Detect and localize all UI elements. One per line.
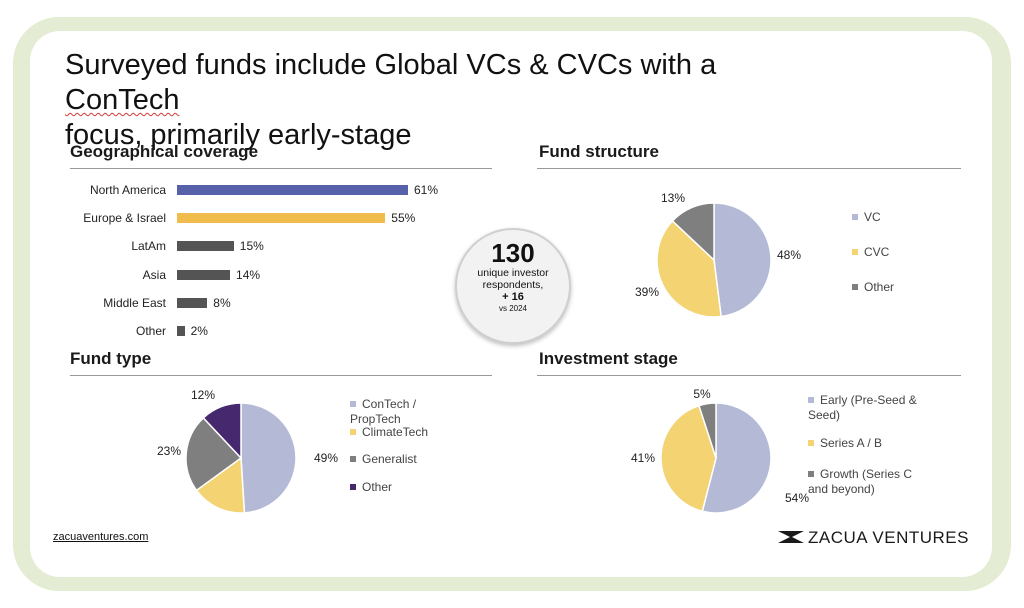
bar-value-label: 14%	[236, 267, 261, 282]
legend-item: ConTech / PropTech	[350, 397, 470, 427]
legend-swatch	[350, 428, 356, 435]
bar	[177, 185, 408, 195]
legend-swatch	[808, 470, 814, 477]
legend-swatch	[350, 455, 356, 462]
bar	[177, 241, 234, 252]
slide: Surveyed funds include Global VCs & CVCs…	[30, 31, 992, 577]
legend-label: ConTech / PropTech	[350, 397, 417, 426]
bar-value-label: 8%	[213, 295, 231, 310]
pie-value-label: 39%	[635, 285, 659, 299]
structure-section-title: Fund structure	[539, 142, 659, 161]
stage-pie-chart: 54% 41% 5%	[631, 387, 809, 514]
legend-label: Other	[864, 280, 895, 294]
structure-divider	[537, 168, 961, 169]
pie-value-label: 23%	[157, 444, 181, 458]
fund-type-divider	[70, 375, 492, 376]
pie-slice	[671, 202, 715, 262]
respondents-count: 130	[491, 238, 535, 268]
bar	[177, 326, 185, 336]
respondents-stat: 130 unique investor respondents, + 16 vs…	[455, 228, 571, 344]
bar-value-label: 15%	[239, 239, 264, 254]
pie-slice	[240, 402, 297, 514]
bar	[177, 297, 208, 308]
legend-swatch	[852, 283, 858, 290]
legend-label: CVC	[864, 245, 890, 259]
pie-slice	[656, 219, 722, 318]
legend-item: Generalist	[350, 452, 470, 467]
pie-slice	[195, 456, 246, 514]
legend-swatch	[852, 248, 858, 255]
fund-type-section-title: Fund type	[70, 349, 152, 368]
slide-title: Surveyed funds include Global VCs & CVCs…	[65, 48, 925, 153]
legend-item: Other	[350, 480, 470, 495]
geo-divider	[70, 168, 492, 169]
legend-label: ClimateTech	[362, 425, 429, 439]
pie-value-label: 54%	[785, 491, 809, 505]
pie-value-label: 12%	[191, 388, 215, 402]
legend-item: Early (Pre-Seed & Seed)	[808, 393, 928, 423]
legend-label: VC	[864, 210, 881, 224]
legend-label: Early (Pre-Seed & Seed)	[808, 393, 917, 422]
pie-value-label: 13%	[661, 191, 685, 205]
bar-value-label: 61%	[414, 183, 439, 197]
bar-category-label: North America	[89, 183, 166, 197]
legend-label: Series A / B	[820, 436, 883, 450]
legend-swatch	[350, 483, 356, 490]
website-link[interactable]: zacuaventures.com	[53, 531, 149, 543]
legend-swatch	[852, 213, 858, 220]
title-line-2: focus, primarily early-stage	[65, 119, 412, 151]
pie-slice	[202, 402, 242, 460]
brand-name: ZACUA VENTURES	[808, 528, 969, 547]
pie-slice	[701, 402, 772, 514]
pie-slice	[713, 202, 772, 318]
title-spellcheck-word: ConTech	[65, 84, 180, 116]
pie-slice	[698, 402, 717, 459]
structure-pie-chart: 48% 39% 13%	[635, 191, 801, 318]
title-line-1: Surveyed funds include Global VCs & CVCs…	[65, 49, 717, 81]
bar-category-label: LatAm	[131, 239, 166, 254]
fund-type-pie-chart: 49%16%23%12%	[157, 388, 338, 514]
legend-swatch	[808, 439, 814, 446]
bar	[177, 213, 386, 224]
legend-label: Generalist	[362, 452, 417, 466]
legend-item: Growth (Series C and beyond)	[808, 467, 928, 497]
pie-slice	[185, 416, 243, 492]
stage-section-title: Investment stage	[539, 349, 678, 368]
legend-swatch	[808, 396, 814, 403]
pie-value-label: 49%	[314, 451, 338, 465]
bar-category-label: Asia	[142, 267, 166, 282]
respondents-line-1: unique investor	[477, 267, 549, 279]
respondents-line-2: respondents,	[482, 279, 544, 291]
pie-value-label: 5%	[693, 387, 711, 401]
pie-slice	[660, 404, 717, 513]
bar-value-label: 55%	[391, 211, 416, 226]
legend-item: Other	[852, 280, 972, 295]
respondents-delta: + 16	[502, 291, 524, 303]
bar-value-label: 2%	[190, 324, 208, 338]
brand-logo: ZACUA VENTURES	[778, 527, 968, 549]
bar-category-label: Middle East	[103, 295, 166, 310]
pie-value-label: 48%	[777, 248, 801, 262]
geo-section-title: Geographical coverage	[70, 142, 259, 161]
legend-item: Series A / B	[808, 436, 928, 451]
bar-category-label: Europe & Israel	[83, 211, 166, 226]
pie-value-label: 41%	[631, 451, 655, 465]
legend-item: CVC	[852, 245, 972, 260]
zacua-logo-icon	[778, 531, 804, 543]
geo-bar-chart: North America 61% Europe & Israel 55% LatAm 1…	[30, 31, 510, 361]
legend-item: VC	[852, 210, 972, 225]
stage-divider	[537, 375, 961, 376]
legend-swatch	[350, 400, 356, 407]
bar	[177, 269, 231, 280]
legend-label: Growth (Series C and beyond)	[808, 467, 913, 496]
respondents-note: vs 2024	[498, 304, 528, 313]
bar-category-label: Other	[135, 324, 166, 338]
legend-item: ClimateTech	[350, 425, 470, 440]
legend-label: Other	[362, 480, 393, 494]
